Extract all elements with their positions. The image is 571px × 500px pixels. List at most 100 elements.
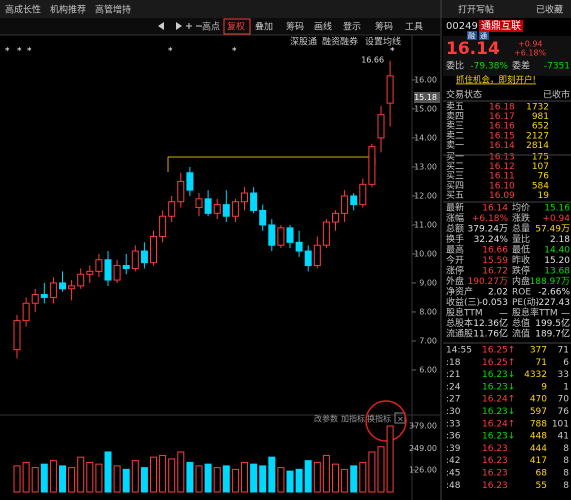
book-label: 卖二 [446,130,464,141]
quote-value: 189.7亿 [535,328,570,340]
trade-time: 14:55 [446,346,472,356]
book-price: 16.17 [489,112,515,122]
sub-button[interactable]: 设置均线 [365,36,401,48]
book-volume: 19 [538,191,550,201]
indicator-tool[interactable]: 改参数 [314,414,338,424]
quote-label: 换手 [446,233,464,245]
candle-body [313,244,321,267]
trade-volume: 55 [536,481,547,491]
tool-button[interactable]: 登示 [343,22,361,33]
active-button [223,18,251,35]
event-marker: * [17,47,22,57]
y-tick-label: 14.00 [414,133,437,142]
quote-label: 股息率TTM [512,307,558,319]
top-link[interactable]: 已收藏 [536,4,563,16]
zoom-icons[interactable] [186,23,202,29]
candle-body [386,75,394,104]
trade-time: :24 [446,382,461,392]
volume-bar [250,463,258,493]
candle-body [377,114,385,139]
trade-time: :21 [446,370,460,380]
quote-label: 收益(三) [446,296,480,308]
book-volume: 1732 [526,103,549,113]
tool-button[interactable]: 复权 [227,21,245,33]
trade-time: :48 [446,481,461,491]
volume-bar [95,463,103,493]
book-volume: 175 [532,153,549,163]
quote-value: 16.14 [482,204,508,214]
volume-bar [341,468,349,493]
tab[interactable]: 机构推荐 [50,4,86,16]
volume-bar [104,451,112,493]
book-price: 16.10 [489,181,515,191]
quote-label: 最高 [446,244,464,256]
book-volume: 2127 [526,131,549,141]
volume-bar [86,461,94,493]
volume-bar [150,456,157,493]
quote-value: — [561,309,570,319]
badge: 通 [480,31,487,40]
tab[interactable]: 高管增持 [95,4,131,16]
candle-body [168,201,176,217]
volume-bar [77,456,85,493]
volume-bar [168,458,176,493]
promo-link[interactable]: 抓住机会，即刻开户! [456,75,536,86]
volume-bar [368,451,376,493]
volume-bar [122,468,130,493]
candle-body [268,224,276,246]
quote-label: 最新 [446,202,464,214]
quote-label: 均价 [512,202,530,214]
indicator-tool[interactable]: × [397,415,404,424]
quote-value: 32.24% [474,235,509,245]
trade-count: 8 [563,481,569,491]
volume-bar [222,465,230,493]
sub-button[interactable]: 融资融券 [322,36,358,48]
trade-volume: 448 [530,432,547,442]
quote-label: 流通股 [446,328,473,340]
tool-button[interactable]: 画线 [314,21,332,33]
quote-value: +6.18% [472,214,509,224]
status-label: 交易状态 [446,89,482,101]
volume-bar [286,470,294,493]
quote-label: 今开 [446,254,464,266]
sub-button[interactable]: 深股通 [290,37,317,48]
event-marker: * [5,47,10,57]
quote-value: — [499,309,508,319]
candle-body [95,259,103,272]
trade-count: 41 [558,432,569,442]
candle-body [186,172,194,191]
close-box[interactable] [394,412,406,424]
tool-button[interactable]: 叠加 [255,22,273,33]
trade-volume: 71 [536,358,547,368]
quote-label: 外盘 [446,275,464,287]
stock-price: 16.14 [446,39,500,59]
quote-value: 15.20 [544,256,570,266]
top-bar [0,0,571,18]
trade-count: 1 [563,382,569,392]
indicator-tool[interactable]: 换指标 [367,414,391,424]
prev-icon[interactable] [158,22,164,30]
y-tick-label: 6.00 [419,365,437,374]
trade-volume: 4332 [524,370,547,380]
trade-time: :33 [446,419,460,429]
next-icon[interactable] [176,22,182,30]
book-label: 卖一 [446,140,464,151]
top-link[interactable]: 打开写帖 [458,4,494,16]
tool-button[interactable]: 工具 [405,22,423,33]
tool-button[interactable]: 筹码 [286,21,304,33]
book-price: 16.18 [489,103,515,113]
trade-time: :45 [446,469,460,479]
trade-count: 8 [563,469,569,479]
trade-time: :18 [446,358,461,368]
trade-price: 16.23↓ [482,382,515,392]
quote-value: 2.02 [488,288,508,298]
y-tick-label: 9.00 [419,278,437,287]
quote-value: -2.66% [538,288,570,298]
y-tick-label: 126.00 [409,466,437,475]
indicator-tool[interactable]: 加指标 [341,414,365,424]
y-tick-label: 379.00 [409,422,437,431]
tab[interactable]: 高成长性 [5,4,41,16]
tool-button[interactable]: 高点 [202,21,220,33]
tool-button[interactable]: 筹码 [375,21,393,33]
trade-price: 16.25↑ [482,346,515,356]
